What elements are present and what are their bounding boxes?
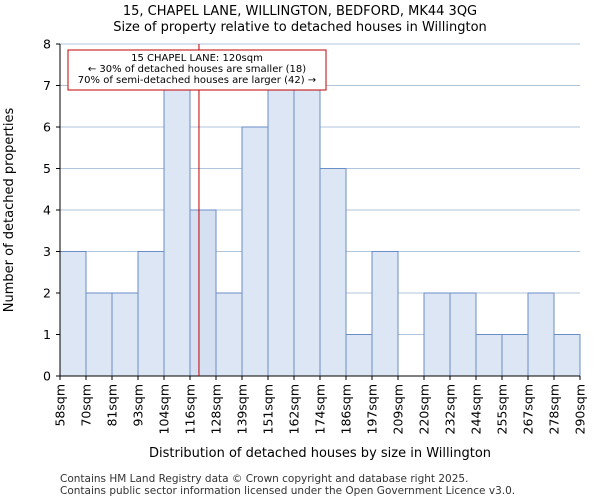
bar-186sqm xyxy=(345,334,373,377)
x-tick-label-13: 209sqm xyxy=(391,384,406,434)
annotation-box xyxy=(67,49,327,91)
x-tick-label-18: 267sqm xyxy=(521,384,536,434)
y-tick-label-1: 1 xyxy=(43,327,51,342)
x-tick-label-20: 290sqm xyxy=(573,384,588,434)
y-tick-label-3: 3 xyxy=(43,244,51,259)
chart-title: 15, CHAPEL LANE, WILLINGTON, BEDFORD, MK… xyxy=(122,4,478,19)
bar-244sqm xyxy=(475,334,503,377)
x-tick-label-1: 70sqm xyxy=(79,384,94,427)
x-tick-label-8: 151sqm xyxy=(261,384,276,434)
x-tick-label-17: 255sqm xyxy=(495,384,510,434)
x-tick-label-14: 220sqm xyxy=(417,384,432,434)
bar-267sqm xyxy=(527,292,555,377)
y-tick-label-4: 4 xyxy=(43,203,51,218)
x-tick-label-11: 186sqm xyxy=(339,384,354,434)
x-axis-title: Distribution of detached houses by size … xyxy=(149,446,491,461)
y-tick-label-5: 5 xyxy=(43,161,51,176)
y-tick-label-2: 2 xyxy=(43,286,51,301)
bar-232sqm xyxy=(449,292,477,377)
bar-70sqm xyxy=(85,292,113,377)
bar-151sqm xyxy=(267,85,295,377)
bar-93sqm xyxy=(137,251,165,377)
bar-278sqm xyxy=(553,334,581,377)
x-tick-label-2: 81sqm xyxy=(105,384,120,427)
y-tick-label-6: 6 xyxy=(43,120,51,135)
bar-104sqm xyxy=(163,85,191,377)
y-tick-label-0: 0 xyxy=(43,369,51,384)
x-tick-label-10: 174sqm xyxy=(313,384,328,434)
x-tick-label-19: 278sqm xyxy=(547,384,562,434)
bar-81sqm xyxy=(111,292,139,377)
bar-197sqm xyxy=(371,251,399,377)
y-tick-label-8: 8 xyxy=(43,37,51,52)
x-tick-label-16: 244sqm xyxy=(469,384,484,434)
annotation-line-1: 15 CHAPEL LANE: 120sqm xyxy=(131,53,263,64)
x-tick-label-0: 58sqm xyxy=(53,384,68,427)
annotation-line-2: ← 30% of detached houses are smaller (18… xyxy=(88,64,306,75)
bar-116sqm xyxy=(189,209,217,377)
footer-line-1: Contains HM Land Registry data © Crown c… xyxy=(60,473,469,485)
x-tick-label-3: 93sqm xyxy=(131,384,146,427)
x-tick-label-5: 116sqm xyxy=(183,384,198,434)
y-tick-label-7: 7 xyxy=(43,78,51,93)
annotation-line-3: 70% of semi-detached houses are larger (… xyxy=(78,75,316,86)
x-tick-label-12: 197sqm xyxy=(365,384,380,434)
bar-174sqm xyxy=(319,168,347,377)
bar-139sqm xyxy=(241,126,269,377)
bar-128sqm xyxy=(215,292,243,377)
bar-255sqm xyxy=(501,334,529,377)
x-tick-label-15: 232sqm xyxy=(443,384,458,434)
x-tick-label-7: 139sqm xyxy=(235,384,250,434)
chart-subtitle: Size of property relative to detached ho… xyxy=(113,20,487,35)
x-tick-label-9: 162sqm xyxy=(287,384,302,434)
x-tick-label-4: 104sqm xyxy=(157,384,172,434)
y-axis-title: Number of detached properties xyxy=(2,108,17,313)
bar-162sqm xyxy=(293,85,321,377)
bar-58sqm xyxy=(59,251,87,377)
footer-line-2: Contains public sector information licen… xyxy=(60,485,516,497)
bar-220sqm xyxy=(423,292,451,377)
x-tick-label-6: 128sqm xyxy=(209,384,224,434)
